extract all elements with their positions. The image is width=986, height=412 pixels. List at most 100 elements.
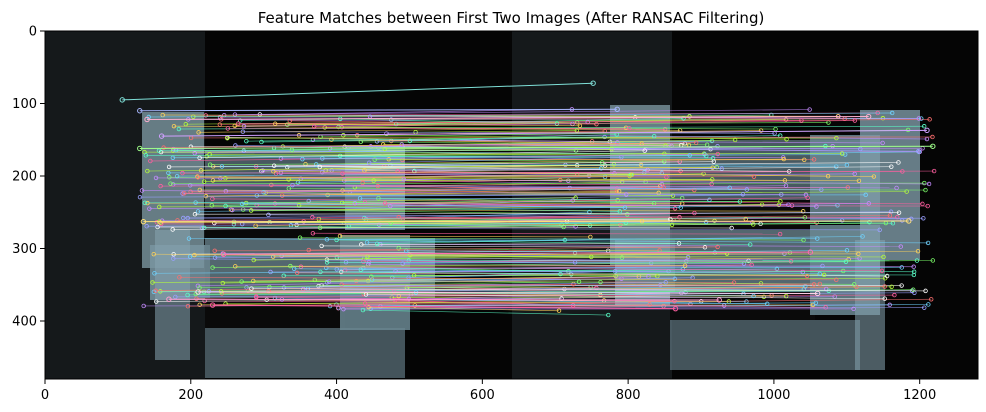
keypoint (183, 121, 188, 127)
match-line (274, 161, 714, 167)
keypoint (788, 259, 794, 264)
keypoint (925, 240, 931, 246)
keypoint (740, 192, 746, 197)
keypoint (360, 180, 365, 186)
y-tick-label: 0 (29, 25, 37, 40)
match-line (292, 184, 822, 191)
keypoint (805, 195, 810, 200)
keypoint (882, 284, 887, 289)
notable-keypoint (119, 97, 125, 103)
keypoint (852, 171, 857, 177)
match-line (194, 145, 833, 154)
keypoint (253, 223, 258, 229)
match-line (373, 179, 713, 182)
keypoint (867, 219, 872, 225)
keypoint (195, 175, 201, 180)
notable-keypoint (209, 302, 216, 308)
keypoint (196, 130, 201, 135)
keypoint (300, 156, 305, 162)
keypoint (158, 183, 163, 189)
keypoint (168, 181, 173, 186)
match-line (197, 176, 754, 178)
keypoint (598, 166, 604, 171)
keypoint (844, 248, 850, 253)
keypoint (329, 137, 334, 142)
keypoint (884, 273, 890, 279)
keypoint (209, 203, 214, 208)
keypoint (396, 246, 401, 251)
keypoint (879, 268, 885, 274)
keypoint (167, 175, 172, 180)
keypoint (613, 273, 618, 279)
match-line (242, 131, 775, 134)
x-tick-label: 1000 (757, 388, 790, 403)
keypoint (212, 255, 218, 260)
keypoint (920, 201, 925, 207)
keypoint (324, 237, 330, 242)
match-line (160, 183, 712, 187)
keypoint (266, 289, 271, 294)
match-line (179, 276, 837, 281)
keypoint (147, 206, 152, 211)
match-line (281, 296, 835, 300)
keypoint (710, 177, 715, 182)
match-line (209, 153, 843, 155)
keypoint (558, 271, 563, 277)
notable-keypoint (137, 145, 143, 152)
plot-frame (44, 30, 979, 380)
keypoint (594, 121, 599, 127)
keypoint (157, 204, 162, 210)
keypoint (661, 185, 666, 190)
keypoint (669, 143, 674, 148)
keypoint (271, 163, 277, 168)
keypoint (672, 298, 677, 304)
keypoint (320, 156, 325, 161)
match-line (390, 200, 573, 207)
keypoint (225, 126, 231, 131)
keypoint (851, 306, 856, 312)
keypoint (244, 138, 249, 144)
keypoint (291, 266, 297, 271)
match-line (163, 142, 697, 148)
keypoint (225, 135, 230, 141)
keypoint (922, 180, 927, 186)
keypoint (241, 123, 247, 129)
keypoint (916, 116, 921, 121)
x-tick-label: 800 (616, 388, 641, 403)
keypoint (915, 149, 921, 154)
match-line (255, 218, 746, 227)
keypoint (817, 271, 822, 277)
keypoint (232, 123, 237, 129)
match-line (378, 197, 655, 204)
notable-keypoint (814, 290, 821, 297)
match-line (170, 182, 925, 185)
keypoint (642, 148, 647, 153)
keypoint (672, 206, 678, 211)
keypoint (192, 212, 198, 217)
keypoint (334, 237, 339, 243)
keypoint (709, 138, 715, 144)
match-line (187, 298, 932, 307)
keypoint (192, 252, 197, 258)
keypoint (318, 269, 323, 275)
notable-match-line (147, 116, 869, 120)
keypoint (781, 156, 787, 162)
keypoint (844, 162, 850, 168)
keypoint (662, 159, 667, 164)
chart-title: Feature Matches between First Two Images… (258, 9, 765, 27)
keypoint (240, 129, 246, 134)
keypoint (202, 225, 207, 231)
keypoint (693, 140, 699, 145)
keypoint (651, 134, 657, 139)
keypoint (921, 216, 926, 221)
keypoint (715, 244, 720, 250)
match-line (308, 194, 782, 202)
keypoint (774, 266, 780, 272)
match-line (148, 112, 893, 118)
keypoint (170, 227, 175, 232)
match-line (282, 139, 736, 147)
keypoint (194, 296, 199, 301)
keypoint (888, 209, 894, 214)
match-line (238, 120, 802, 124)
keypoint (306, 198, 311, 204)
